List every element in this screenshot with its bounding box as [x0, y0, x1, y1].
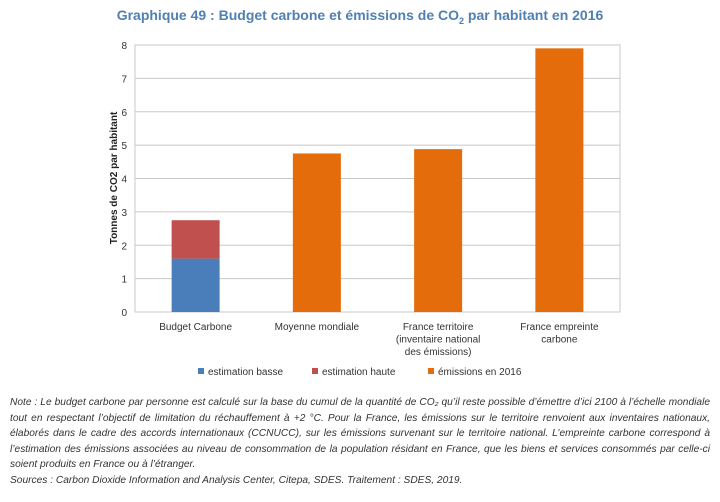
legend-label: émissions en 2016	[438, 367, 522, 378]
sources-text: Sources : Carbon Dioxide Information and…	[10, 474, 463, 486]
y-tick-label: 7	[121, 74, 127, 85]
chart-title-suffix: par habitant en 2016	[464, 7, 604, 23]
chart-title: Graphique 49 : Budget carbone et émissio…	[0, 7, 720, 26]
bar	[292, 153, 341, 312]
plot-frame	[134, 44, 621, 313]
chart-legend: estimation basse estimation haute émission…	[198, 367, 522, 378]
y-tick-label: 5	[121, 141, 127, 152]
note-text: Note : Le budget carbone par personne es…	[10, 397, 710, 471]
bar	[535, 48, 584, 313]
y-axis-label: Tonnes de CO2 par habitant	[109, 111, 120, 244]
y-tick-label: 0	[121, 308, 127, 319]
note-block: Note : Le budget carbone par personne es…	[10, 395, 710, 489]
legend-swatch	[312, 368, 318, 374]
legend-swatch	[428, 368, 434, 374]
y-tick-label: 1	[121, 275, 127, 286]
x-tick-label: Budget Carbone	[159, 322, 232, 333]
legend-label: estimation basse	[208, 367, 283, 378]
x-tick-label: France empreinte carbone	[520, 322, 599, 346]
x-tick-label: Moyenne mondiale	[275, 322, 360, 333]
chart-title-subscript: 2	[459, 15, 465, 26]
bar	[414, 149, 463, 312]
y-tick-label: 8	[121, 41, 127, 52]
legend-swatch	[198, 368, 204, 374]
legend-label: estimation haute	[322, 367, 396, 378]
y-tick-label: 4	[121, 175, 127, 186]
y-tick-labels: 0 1 2 3 4 5 6 7 8	[121, 41, 127, 319]
chart-plot: 0 1 2 3 4 5 6 7 8 Budget Carbone Moyenne mondiale…	[109, 41, 621, 378]
y-tick-label: 2	[121, 241, 127, 252]
x-tick-label: France territoire (inventaire national des…	[396, 322, 481, 358]
chart-title-text: Graphique 49 : Budget carbone et émissio…	[116, 7, 459, 23]
x-tick-labels: Budget Carbone Moyenne mondiale France ter…	[159, 322, 599, 358]
bar	[171, 258, 220, 312]
y-tick-label: 6	[121, 108, 127, 119]
y-tick-label: 3	[121, 208, 127, 219]
chart-bars	[171, 48, 584, 313]
bar	[171, 220, 220, 259]
